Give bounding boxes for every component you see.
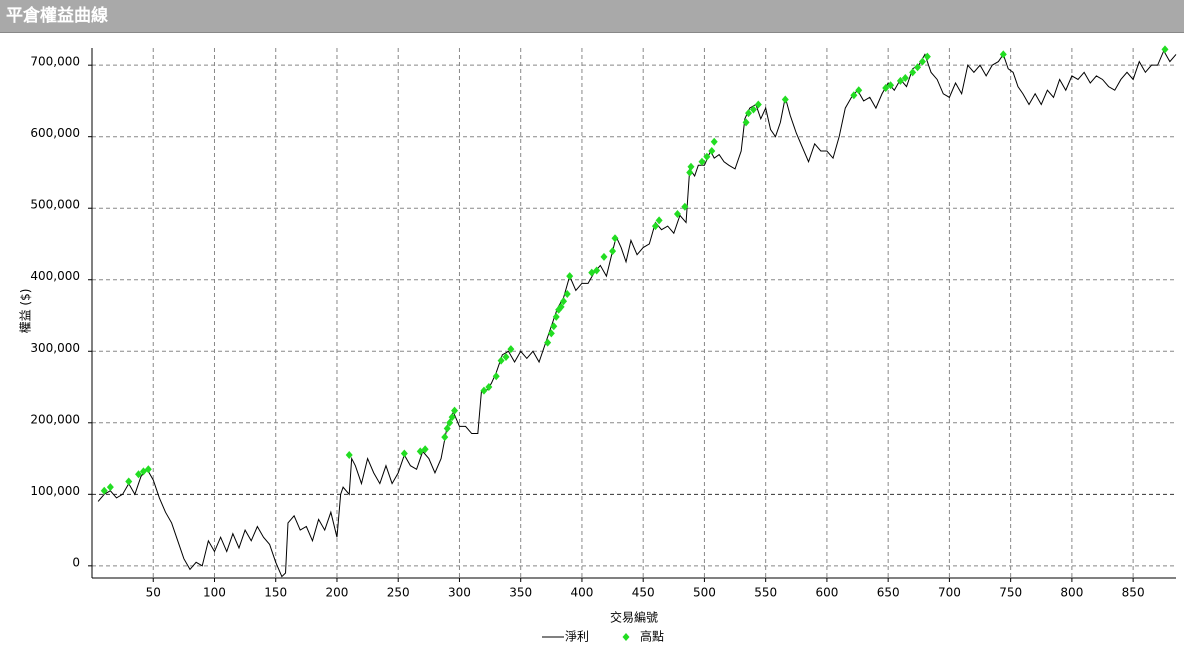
high-point: [855, 86, 863, 95]
high-point: [443, 424, 451, 433]
high-point: [441, 433, 449, 442]
high-point: [918, 57, 926, 66]
high-point: [1161, 45, 1169, 54]
high-point: [754, 100, 762, 109]
x-tick-label: 50: [146, 586, 161, 600]
y-tick-label: 400,000: [30, 269, 80, 283]
high-point: [507, 345, 515, 354]
legend-label: 淨利: [565, 630, 589, 644]
x-tick-label: 850: [1122, 586, 1145, 600]
high-point: [448, 413, 456, 422]
x-tick-label: 200: [326, 586, 349, 600]
x-tick-label: 750: [999, 586, 1022, 600]
high-point: [887, 81, 895, 90]
high-point: [480, 386, 488, 395]
high-point: [850, 91, 858, 100]
high-point: [611, 234, 619, 243]
high-point: [909, 68, 917, 77]
high-point: [673, 209, 681, 218]
high-point: [106, 483, 114, 492]
high-point: [681, 202, 689, 211]
high-point: [125, 477, 133, 486]
high-point: [560, 297, 568, 306]
high-point: [999, 50, 1007, 59]
y-tick-label: 100,000: [30, 484, 80, 498]
high-point: [593, 266, 601, 275]
chart: 權益 ($) 交易編號 0 100,000 200,000 300,000 400,00…: [19, 45, 1177, 644]
x-tick-label: 250: [387, 586, 410, 600]
high-point: [566, 272, 574, 281]
x-tick-label: 550: [754, 586, 777, 600]
y-tick-label: 300,000: [30, 341, 80, 355]
high-point: [550, 322, 558, 331]
high-point: [686, 168, 694, 177]
high-point: [588, 268, 596, 277]
high-point: [914, 63, 922, 72]
x-tick-label: 700: [938, 586, 961, 600]
legend-label: 高點: [640, 629, 664, 644]
high-point: [544, 338, 552, 347]
high-point: [698, 157, 706, 166]
y-tick-label: 200,000: [30, 412, 80, 426]
high-point: [708, 146, 716, 155]
high-point: [345, 450, 353, 459]
y-tick-label: 0: [72, 555, 80, 569]
high-point: [492, 372, 500, 381]
x-tick-label: 600: [815, 586, 838, 600]
high-point: [552, 312, 560, 321]
x-tick-label: 650: [877, 586, 900, 600]
x-tick-label: 500: [693, 586, 716, 600]
high-point: [923, 52, 931, 61]
high-point: [100, 486, 108, 495]
high-point: [557, 302, 565, 311]
high-point: [742, 118, 750, 127]
high-point: [497, 356, 505, 365]
high-point: [749, 105, 757, 114]
equity-line: [97, 49, 1177, 578]
high-point: [421, 445, 429, 454]
high-point: [451, 406, 459, 415]
y-tick-label: 700,000: [30, 55, 80, 69]
high-point: [600, 252, 608, 261]
high-point: [882, 84, 890, 93]
x-axis-label: 交易編號: [610, 610, 658, 625]
high-point: [703, 152, 711, 161]
high-point: [446, 418, 454, 427]
high-point: [781, 95, 789, 104]
high-point: [547, 329, 555, 338]
high-point: [655, 216, 663, 225]
y-axis-label: 權益 ($): [19, 289, 33, 334]
high-point: [144, 465, 152, 474]
y-tick-label: 500,000: [30, 198, 80, 212]
x-tick-label: 450: [632, 586, 655, 600]
high-point: [901, 74, 909, 83]
high-point: [502, 352, 510, 361]
x-tick-label: 800: [1060, 586, 1083, 600]
legend-swatch: [622, 633, 630, 641]
high-point: [687, 162, 695, 171]
high-point: [609, 247, 617, 256]
high-point: [710, 137, 718, 146]
high-point: [745, 109, 753, 118]
high-point: [135, 470, 143, 479]
high-point: [485, 383, 493, 392]
title-bar: 平倉權益曲線: [0, 0, 1184, 33]
high-point: [896, 76, 904, 85]
x-tick-label: 100: [203, 586, 226, 600]
x-tick-label: 300: [448, 586, 471, 600]
x-tick-label: 350: [509, 586, 532, 600]
high-point: [563, 290, 571, 299]
x-tick-label: 400: [570, 586, 593, 600]
high-point: [400, 449, 408, 458]
y-tick-label: 600,000: [30, 126, 80, 140]
x-tick-label: 150: [264, 586, 287, 600]
high-point: [651, 222, 659, 231]
